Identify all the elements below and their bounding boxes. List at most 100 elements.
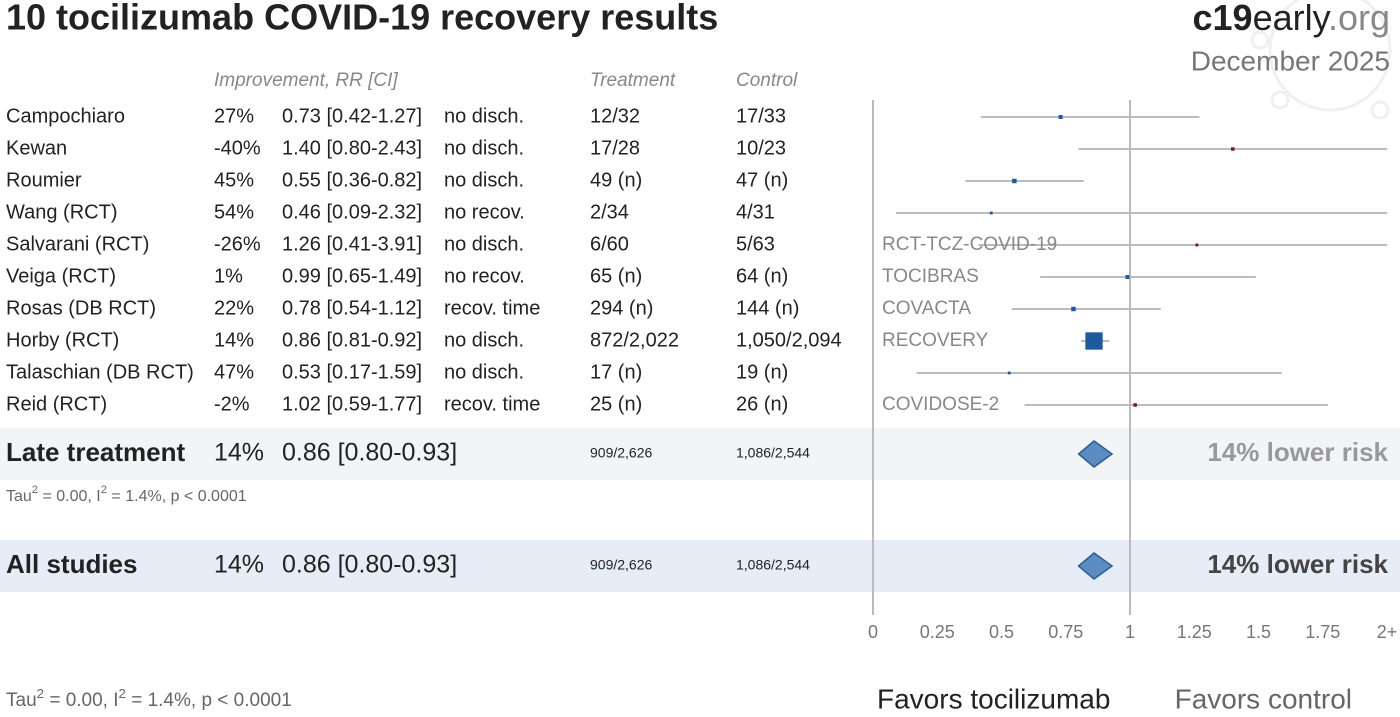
outcome: no disch. bbox=[444, 169, 524, 191]
control: 64 (n) bbox=[736, 265, 788, 287]
rr-ci: 1.02 [0.59-1.77] bbox=[282, 393, 422, 415]
heterogeneity-part: = 0.00, I bbox=[44, 690, 118, 711]
rr-ci: 0.99 [0.65-1.49] bbox=[282, 265, 422, 287]
brand-part: early bbox=[1253, 0, 1331, 38]
control: 10/23 bbox=[736, 137, 786, 159]
heterogeneity-part: = 1.4%, p < 0.0001 bbox=[126, 690, 292, 711]
improvement: -40% bbox=[214, 137, 261, 159]
point-estimate bbox=[1195, 243, 1199, 247]
x-tick-label: 1.5 bbox=[1246, 622, 1271, 642]
rr-ci: 1.40 [0.80-2.43] bbox=[282, 137, 422, 159]
outcome: no disch. bbox=[444, 361, 524, 383]
x-tick-label: 2+ bbox=[1377, 622, 1398, 642]
control: 19 (n) bbox=[736, 361, 788, 383]
control: 5/63 bbox=[736, 233, 775, 255]
improvement: 47% bbox=[214, 361, 254, 383]
point-estimate bbox=[1071, 306, 1076, 312]
favors-left: Favors tocilizumab bbox=[877, 683, 1110, 714]
heterogeneity-part: 2 bbox=[37, 686, 44, 701]
rr-ci: 0.53 [0.17-1.59] bbox=[282, 361, 422, 383]
treatment: 2/34 bbox=[590, 201, 629, 223]
rr-ci: 0.86 [0.81-0.92] bbox=[282, 329, 422, 351]
point-estimate bbox=[1007, 371, 1011, 375]
outcome: no recov. bbox=[444, 201, 525, 223]
rr-ci: 1.26 [0.41-3.91] bbox=[282, 233, 422, 255]
study-name: Campochiaro bbox=[6, 105, 125, 127]
risk-label: 14% lower risk bbox=[1207, 549, 1388, 579]
control: 47 (n) bbox=[736, 169, 788, 191]
summary-rr-ci: 0.86 [0.80-0.93] bbox=[282, 551, 457, 579]
brand: c19early.org bbox=[1193, 0, 1390, 38]
study-name: Kewan bbox=[6, 137, 67, 159]
improvement: 45% bbox=[214, 169, 254, 191]
summary-control: 1,086/2,544 bbox=[736, 445, 810, 461]
column-header: Treatment bbox=[590, 70, 676, 91]
summary-treatment: 909/2,626 bbox=[590, 445, 652, 461]
x-tick-label: 0.5 bbox=[989, 622, 1014, 642]
treatment: 12/32 bbox=[590, 105, 640, 127]
point-estimate bbox=[989, 211, 993, 215]
control: 144 (n) bbox=[736, 297, 799, 319]
study-name: Roumier bbox=[6, 169, 82, 191]
summary-label: All studies bbox=[6, 549, 137, 579]
plot-area bbox=[896, 115, 1387, 580]
x-tick-label: 1.75 bbox=[1305, 622, 1340, 642]
x-tick-label: 0 bbox=[868, 622, 878, 642]
trial-name: TOCIBRAS bbox=[882, 266, 979, 287]
summary-band bbox=[0, 428, 1400, 480]
outcome: no disch. bbox=[444, 329, 524, 351]
column-header: Improvement, RR [CI] bbox=[214, 70, 398, 91]
point-estimate bbox=[1125, 275, 1130, 279]
trial-name: RECOVERY bbox=[882, 330, 989, 351]
title: 10 tocilizumab COVID-19 recovery results bbox=[6, 0, 718, 38]
treatment: 17/28 bbox=[590, 137, 640, 159]
point-estimate bbox=[1133, 403, 1137, 407]
improvement: -26% bbox=[214, 233, 261, 255]
treatment: 6/60 bbox=[590, 233, 629, 255]
trial-name: RCT-TCZ-COVID-19 bbox=[882, 234, 1057, 255]
study-name: Horby (RCT) bbox=[6, 329, 119, 351]
column-header: Control bbox=[736, 70, 798, 91]
outcome: no disch. bbox=[444, 233, 524, 255]
trial-name: COVIDOSE-2 bbox=[882, 394, 999, 415]
heterogeneity-part: Tau bbox=[6, 488, 32, 505]
brand-part: .org bbox=[1328, 0, 1390, 38]
control: 4/31 bbox=[736, 201, 775, 223]
improvement: 22% bbox=[214, 297, 254, 319]
study-name: Rosas (DB RCT) bbox=[6, 297, 156, 319]
improvement: -2% bbox=[214, 393, 250, 415]
summary-diamond bbox=[1077, 440, 1114, 468]
improvement: 27% bbox=[214, 105, 254, 127]
summary-diamond bbox=[1077, 552, 1114, 580]
study-name: Veiga (RCT) bbox=[6, 265, 116, 287]
improvement: 1% bbox=[214, 265, 243, 287]
favors-right: Favors control bbox=[1175, 683, 1352, 714]
treatment: 25 (n) bbox=[590, 393, 642, 415]
study-name: Reid (RCT) bbox=[6, 393, 107, 415]
date: December 2025 bbox=[1191, 45, 1390, 76]
treatment: 65 (n) bbox=[590, 265, 642, 287]
heterogeneity: Tau2 = 0.00, I2 = 1.4%, p < 0.0001 bbox=[6, 686, 292, 712]
x-tick-label: 1.25 bbox=[1177, 622, 1212, 642]
heterogeneity: Tau2 = 0.00, I2 = 1.4%, p < 0.0001 bbox=[6, 484, 247, 505]
outcome: recov. time bbox=[444, 393, 540, 415]
summary-improvement: 14% bbox=[214, 551, 264, 579]
point-estimate bbox=[1231, 147, 1235, 151]
x-tick-label: 0.25 bbox=[920, 622, 955, 642]
control: 26 (n) bbox=[736, 393, 788, 415]
virus-decoration bbox=[1250, 0, 1392, 120]
heterogeneity-part: = 1.4%, p < 0.0001 bbox=[107, 488, 247, 505]
heterogeneity-part: 2 bbox=[119, 686, 126, 701]
treatment: 294 (n) bbox=[590, 297, 653, 319]
risk-label: 14% lower risk bbox=[1207, 437, 1388, 467]
heterogeneity-part: 2 bbox=[32, 484, 38, 496]
rr-ci: 0.78 [0.54-1.12] bbox=[282, 297, 422, 319]
improvement: 14% bbox=[214, 329, 254, 351]
x-tick-label: 1 bbox=[1125, 622, 1135, 642]
x-tick-label: 0.75 bbox=[1048, 622, 1083, 642]
outcome: no recov. bbox=[444, 265, 525, 287]
study-name: Talaschian (DB RCT) bbox=[6, 361, 194, 383]
improvement: 54% bbox=[214, 201, 254, 223]
outcome: no disch. bbox=[444, 105, 524, 127]
